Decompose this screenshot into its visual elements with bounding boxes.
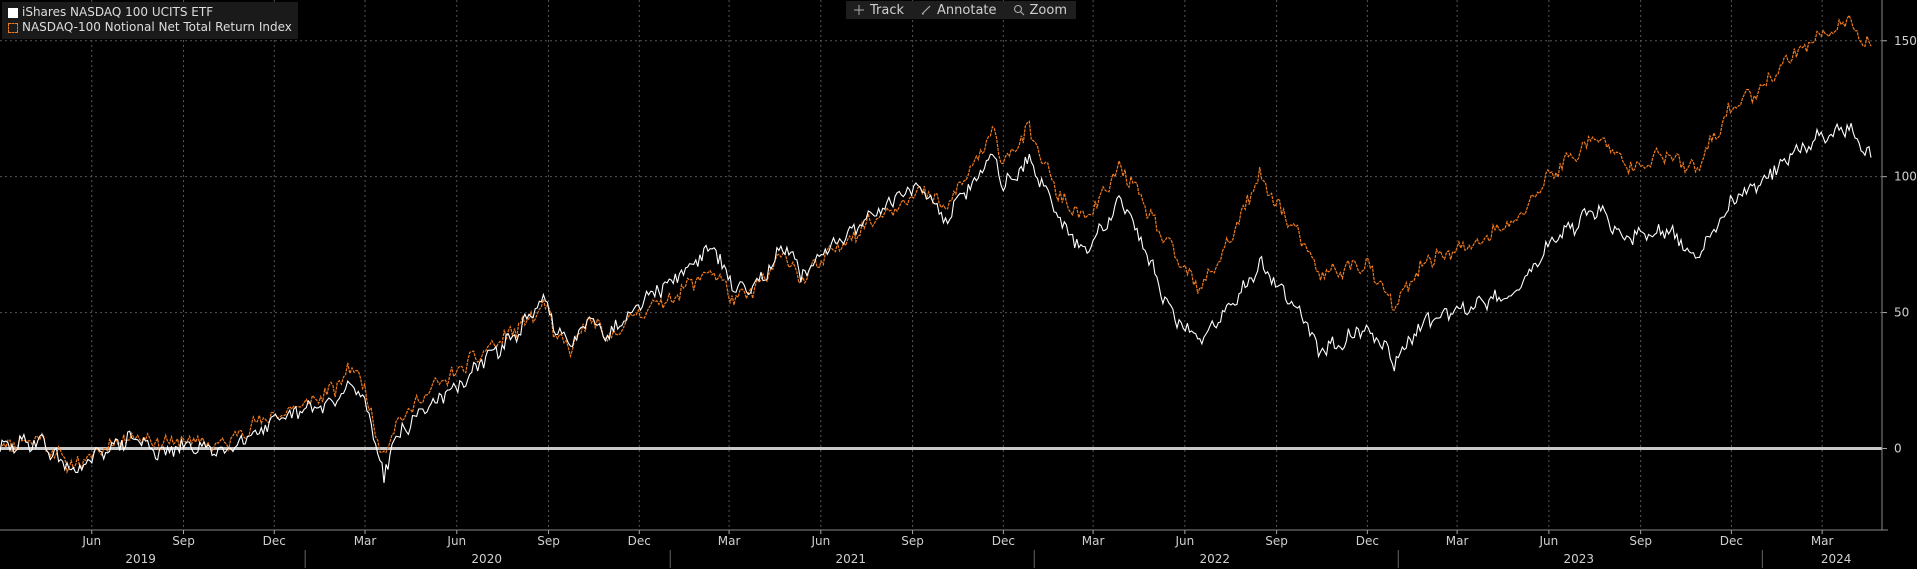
legend: iShares NASDAQ 100 UCITS ETF NASDAQ-100 … (2, 2, 298, 39)
x-tick-label: Dec (263, 534, 286, 548)
x-tick-label: Mar (354, 534, 377, 548)
x-tick-label: Jun (810, 534, 830, 548)
zoom-button[interactable]: Zoom (1006, 1, 1076, 19)
x-tick-label: Sep (537, 534, 560, 548)
x-tick-label: Jun (446, 534, 466, 548)
pencil-icon (921, 5, 931, 15)
legend-label-etf: iShares NASDAQ 100 UCITS ETF (22, 5, 214, 19)
year-label: 2023 (1564, 552, 1595, 566)
y-tick-label: 150 (1894, 34, 1917, 48)
x-tick-label: Sep (1265, 534, 1288, 548)
series-line-nasdaq100-index (0, 14, 1872, 474)
x-tick-label: Dec (1720, 534, 1743, 548)
track-label: Track (870, 2, 905, 18)
crosshair-icon (854, 5, 864, 15)
legend-label-index: NASDAQ-100 Notional Net Total Return Ind… (22, 20, 292, 34)
x-tick-label: Mar (1446, 534, 1469, 548)
x-tick-label: Sep (172, 534, 195, 548)
year-label: 2020 (471, 552, 502, 566)
series-line-ishares-etf (0, 122, 1872, 483)
magnifier-icon (1013, 4, 1024, 16)
x-tick-label: Mar (718, 534, 741, 548)
x-tick-label: Sep (901, 534, 924, 548)
chart-toolbar: Track Annotate Zoom (846, 1, 1076, 19)
year-label: 2024 (1821, 552, 1852, 566)
x-tick-label: Jun (1174, 534, 1194, 548)
grid-layer (0, 0, 1882, 530)
x-tick-label: Dec (628, 534, 651, 548)
legend-item-index[interactable]: NASDAQ-100 Notional Net Total Return Ind… (8, 20, 292, 35)
x-tick-label: Jun (81, 534, 101, 548)
x-tick-label: Dec (1356, 534, 1379, 548)
x-tick-label: Jun (1539, 534, 1559, 548)
annotate-button[interactable]: Annotate (913, 1, 1005, 19)
y-tick-label: 50 (1894, 306, 1909, 320)
legend-item-etf[interactable]: iShares NASDAQ 100 UCITS ETF (8, 5, 292, 20)
y-tick-label: 100 (1894, 170, 1917, 184)
legend-swatch-etf (8, 7, 18, 18)
x-tick-label: Dec (992, 534, 1015, 548)
x-tick-label: Mar (1811, 534, 1834, 548)
year-label: 2019 (125, 552, 156, 566)
y-tick-label: 0 (1894, 441, 1902, 455)
year-label: 2021 (835, 552, 866, 566)
track-button[interactable]: Track (846, 1, 913, 19)
x-tick-label: Mar (1082, 534, 1105, 548)
legend-swatch-index (8, 22, 18, 33)
series-layer (0, 14, 1872, 483)
annotate-label: Annotate (937, 2, 997, 18)
year-label: 2022 (1199, 552, 1230, 566)
x-tick-label: Sep (1629, 534, 1652, 548)
zoom-label: Zoom (1029, 2, 1067, 18)
